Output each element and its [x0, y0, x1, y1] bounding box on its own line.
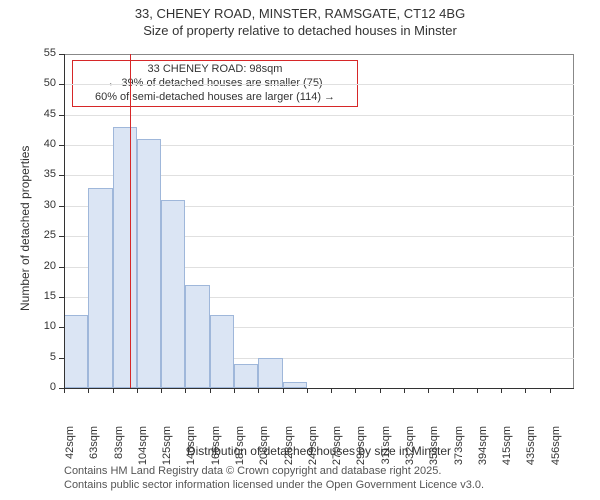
x-tick-label: 435sqm: [525, 426, 537, 482]
annotation-line-3: 60% of semi-detached houses are larger (…: [77, 91, 353, 105]
x-tick-label: 63sqm: [88, 426, 100, 482]
y-axis-line: [64, 54, 65, 388]
x-tick-label: 353sqm: [428, 426, 440, 482]
x-tick-label: 270sqm: [331, 426, 343, 482]
gridline: [64, 84, 574, 85]
x-tick-label: 249sqm: [307, 426, 319, 482]
x-tick-label: 208sqm: [258, 426, 270, 482]
x-tick-label: 125sqm: [161, 426, 173, 482]
y-tick-label: 45: [30, 108, 56, 120]
x-tick-label: 42sqm: [64, 426, 76, 482]
histogram-bar: [234, 364, 258, 388]
x-tick-label: 415sqm: [501, 426, 513, 482]
y-tick-label: 30: [30, 199, 56, 211]
annotation-line-1: 33 CHENEY ROAD: 98sqm: [77, 63, 353, 77]
footer-line-1: Contains HM Land Registry data © Crown c…: [64, 464, 484, 478]
y-tick-label: 10: [30, 320, 56, 332]
y-tick-label: 25: [30, 229, 56, 241]
histogram-bar: [258, 358, 282, 388]
x-tick-label: 332sqm: [404, 426, 416, 482]
y-tick-label: 55: [30, 47, 56, 59]
y-tick-label: 40: [30, 138, 56, 150]
x-tick-label: 166sqm: [210, 426, 222, 482]
histogram-bar: [210, 315, 234, 388]
x-tick-label: 373sqm: [453, 426, 465, 482]
x-tick-label: 456sqm: [550, 426, 562, 482]
footer-line-2: Contains public sector information licen…: [64, 478, 484, 492]
footer-attribution: Contains HM Land Registry data © Crown c…: [64, 464, 484, 493]
histogram-bar: [137, 139, 161, 388]
histogram-bar: [64, 315, 88, 388]
x-tick-label: 228sqm: [283, 426, 295, 482]
gridline: [64, 115, 574, 116]
histogram-bar: [185, 285, 209, 388]
y-tick-label: 5: [30, 351, 56, 363]
y-tick-label: 50: [30, 77, 56, 89]
x-tick-label: 187sqm: [234, 426, 246, 482]
histogram-bar: [161, 200, 185, 388]
page-title-line1: 33, CHENEY ROAD, MINSTER, RAMSGATE, CT12…: [0, 6, 600, 21]
y-tick-label: 0: [30, 381, 56, 393]
x-tick-label: 290sqm: [355, 426, 367, 482]
x-tick-label: 394sqm: [477, 426, 489, 482]
x-tick-label: 146sqm: [185, 426, 197, 482]
y-tick-label: 20: [30, 260, 56, 272]
x-tick-label: 83sqm: [113, 426, 125, 482]
property-marker-line: [130, 54, 131, 388]
histogram-bar: [113, 127, 137, 388]
page-title-line2: Size of property relative to detached ho…: [0, 23, 600, 38]
y-tick-label: 35: [30, 168, 56, 180]
histogram-bar: [88, 188, 112, 388]
x-tick-label: 104sqm: [137, 426, 149, 482]
x-axis-line: [64, 388, 574, 389]
y-tick-label: 15: [30, 290, 56, 302]
x-tick-label: 311sqm: [380, 426, 392, 482]
